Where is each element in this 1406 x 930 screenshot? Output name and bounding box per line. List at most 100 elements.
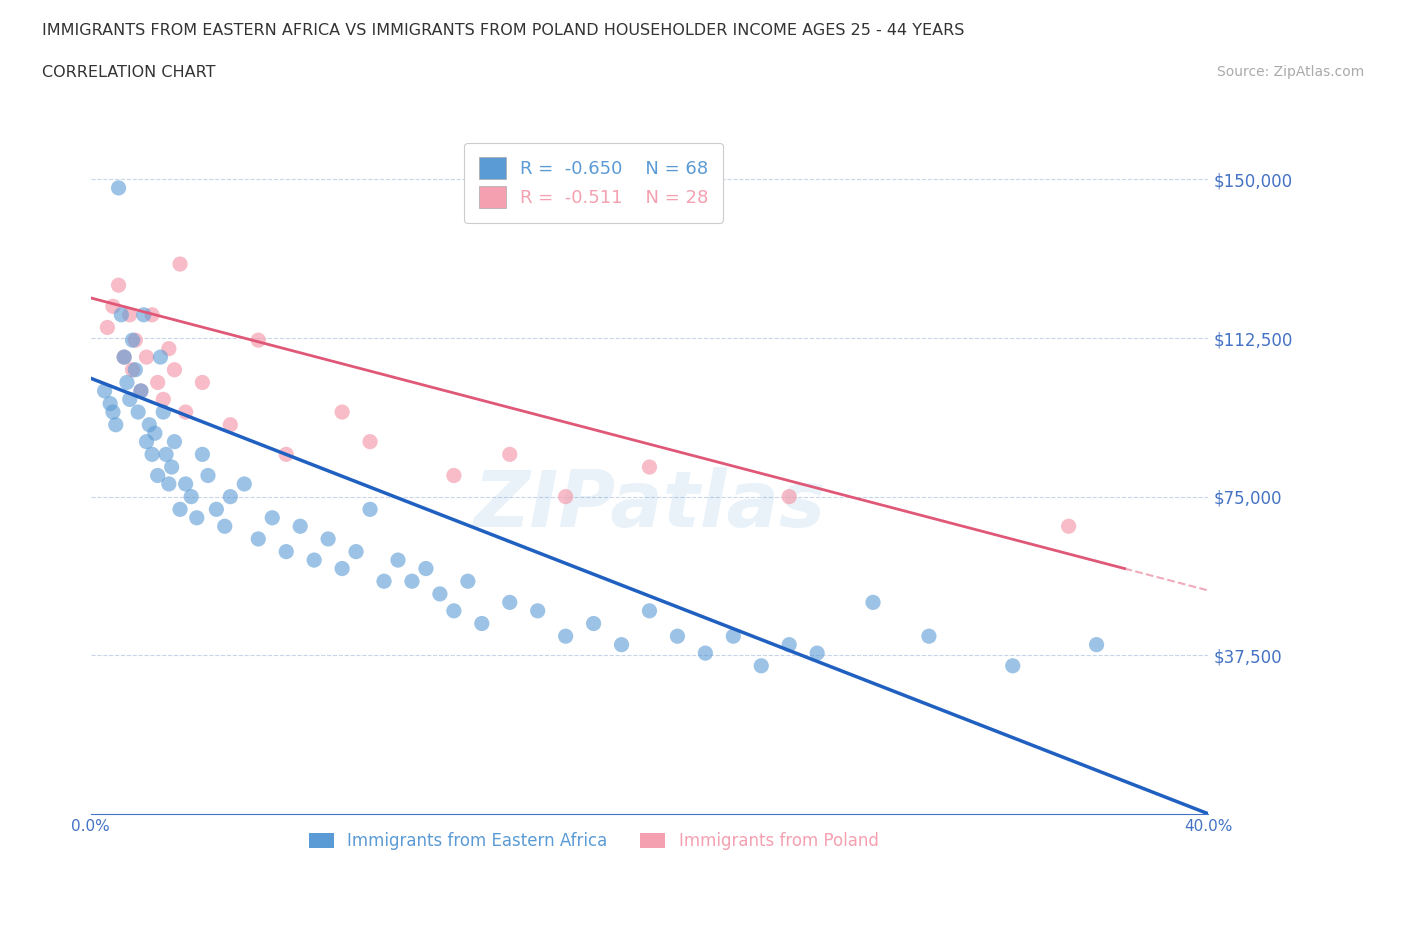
Point (138, 418, 160, 432)
Point (526, 604, 548, 618)
Point (146, 375, 169, 390)
Point (806, 645, 828, 660)
Point (141, 447, 163, 462)
Point (918, 629, 941, 644)
Point (124, 333, 146, 348)
Point (214, 519, 236, 534)
Point (219, 418, 242, 432)
Point (124, 363, 146, 378)
Point (359, 434, 381, 449)
Point (290, 519, 312, 534)
Point (174, 476, 197, 491)
Point (101, 405, 124, 419)
Point (118, 307, 141, 322)
Point (174, 405, 197, 419)
Point (129, 383, 152, 398)
Point (127, 405, 149, 419)
Point (157, 476, 180, 491)
Point (169, 257, 191, 272)
Point (247, 333, 270, 348)
Point (233, 476, 256, 491)
Point (163, 434, 186, 449)
Point (695, 645, 717, 660)
Point (302, 552, 325, 567)
Point (359, 502, 381, 517)
Text: CORRELATION CHART: CORRELATION CHART (42, 65, 215, 80)
Point (415, 561, 437, 576)
Point (316, 532, 339, 547)
Point (112, 350, 135, 365)
Point (135, 350, 157, 365)
Point (429, 587, 451, 602)
Point (129, 383, 152, 398)
Point (98, 396, 121, 411)
Point (749, 658, 772, 673)
Point (247, 532, 270, 547)
Point (180, 489, 202, 504)
Point (152, 392, 174, 406)
Point (401, 574, 423, 589)
Point (443, 468, 465, 483)
Point (143, 426, 166, 441)
Point (157, 341, 180, 356)
Text: ZIPatlas: ZIPatlas (474, 467, 825, 542)
Point (778, 489, 800, 504)
Point (344, 544, 367, 559)
Point (197, 468, 219, 483)
Point (638, 459, 661, 474)
Point (121, 363, 143, 378)
Point (1057, 519, 1080, 534)
Point (191, 447, 214, 462)
Point (160, 459, 183, 474)
Point (1085, 637, 1108, 652)
Point (471, 616, 494, 631)
Point (118, 392, 141, 406)
Point (135, 434, 157, 449)
Text: IMMIGRANTS FROM EASTERN AFRICA VS IMMIGRANTS FROM POLAND HOUSEHOLDER INCOME AGES: IMMIGRANTS FROM EASTERN AFRICA VS IMMIGR… (42, 23, 965, 38)
Point (387, 552, 409, 567)
Point (115, 375, 138, 390)
Point (110, 307, 132, 322)
Point (121, 333, 143, 348)
Point (666, 629, 689, 644)
Point (723, 629, 745, 644)
Point (499, 595, 522, 610)
Point (638, 604, 661, 618)
Point (1001, 658, 1024, 673)
Text: Source: ZipAtlas.com: Source: ZipAtlas.com (1216, 65, 1364, 79)
Point (186, 511, 208, 525)
Point (330, 561, 353, 576)
Point (276, 447, 298, 462)
Point (93, 383, 115, 398)
Point (330, 405, 353, 419)
Point (276, 544, 298, 559)
Point (132, 307, 155, 322)
Point (499, 447, 522, 462)
Point (554, 489, 576, 504)
Point (610, 637, 633, 652)
Point (112, 350, 135, 365)
Point (554, 629, 576, 644)
Point (169, 502, 191, 517)
Point (107, 180, 129, 195)
Point (862, 595, 884, 610)
Point (778, 637, 800, 652)
Point (219, 489, 242, 504)
Point (107, 278, 129, 293)
Point (152, 405, 174, 419)
Legend: Immigrants from Eastern Africa, Immigrants from Poland: Immigrants from Eastern Africa, Immigran… (302, 826, 886, 857)
Point (104, 418, 127, 432)
Point (155, 447, 177, 462)
Point (141, 307, 163, 322)
Point (191, 375, 214, 390)
Point (146, 468, 169, 483)
Point (149, 350, 172, 365)
Point (163, 363, 186, 378)
Point (96, 320, 118, 335)
Point (457, 574, 479, 589)
Point (101, 299, 124, 313)
Point (373, 574, 395, 589)
Point (582, 616, 605, 631)
Point (205, 502, 228, 517)
Point (262, 511, 284, 525)
